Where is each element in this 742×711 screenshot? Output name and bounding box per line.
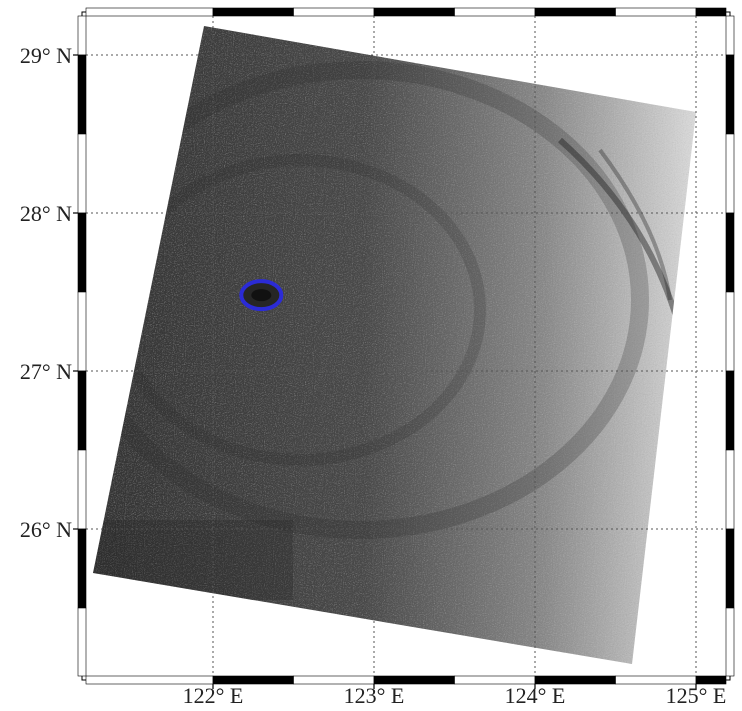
lat-label: 28° N [20,201,72,226]
frame-left-segment [77,212,87,293]
typhoon-eye-marker [239,279,284,312]
frame-top-segment [534,7,616,17]
frame-right-segment [725,370,735,451]
lat-label: 29° N [20,43,72,68]
frame-top-segment [212,7,294,17]
gridlines [86,16,726,676]
frame-top-segment [695,7,727,17]
frame-top-segment [615,7,697,17]
frame-bottom-segment [695,675,727,685]
frame-right-segment [725,449,735,530]
lon-label: 124° E [505,683,566,708]
frame-top-segment [454,7,536,17]
sar-swath [93,26,696,664]
frame-right-segment [725,54,735,135]
frame-left-segment [77,528,87,609]
lon-label: 122° E [183,683,244,708]
frame-top-segment [373,7,455,17]
lon-label: 123° E [344,683,405,708]
frame-right-segment [725,133,735,214]
frame-left-segment [77,370,87,451]
frame-left-segment [77,607,87,677]
frame-right-segment [725,291,735,372]
frame-right-segment [725,212,735,293]
lon-label: 125° E [666,683,727,708]
frame-right-segment [725,607,735,677]
frame-left-segment [77,449,87,530]
frame-top-segment [293,7,375,17]
lat-label: 27° N [20,359,72,384]
frame-right-segment [725,528,735,609]
frame-left-segment [77,291,87,372]
lat-label: 26° N [20,517,72,542]
frame-left-segment [77,15,87,56]
frame-left-segment [77,54,87,135]
frame-right-segment [725,15,735,56]
frame-top-segment [85,7,214,17]
map-frame [77,7,735,685]
frame-left-segment [77,133,87,214]
latitude-labels: 29° N 28° N 27° N 26° N [20,43,78,542]
longitude-labels: 122° E 123° E 124° E 125° E [183,683,727,708]
